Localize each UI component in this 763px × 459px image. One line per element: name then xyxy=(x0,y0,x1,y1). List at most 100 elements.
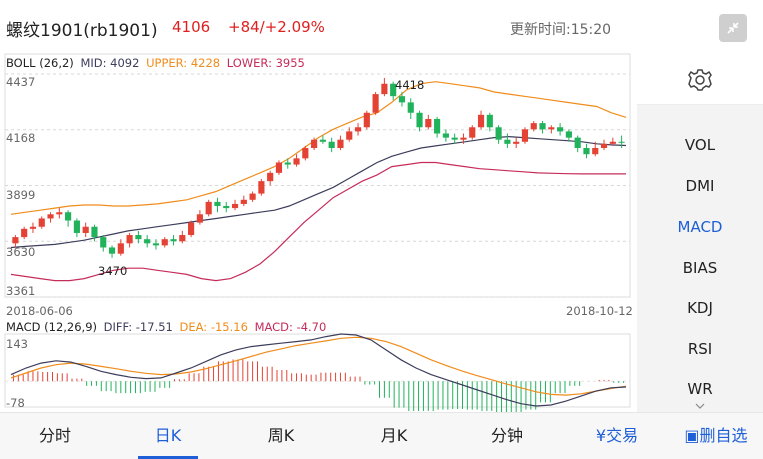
candle-body xyxy=(56,212,63,215)
candle-body xyxy=(486,114,493,128)
candle-body xyxy=(214,201,221,207)
indicator-macd[interactable]: MACD xyxy=(677,218,723,236)
candle-body xyxy=(21,228,28,238)
candle-body xyxy=(469,127,476,138)
indicator-sidebar: VOL DMI MACD BIAS KDJ RSI WR xyxy=(637,56,763,412)
y-tick-label: 3361 xyxy=(6,284,36,298)
candle-body xyxy=(311,139,318,148)
diff-line xyxy=(10,333,627,407)
candle-body xyxy=(179,235,186,242)
candle-body xyxy=(346,131,353,140)
trade-button[interactable]: ¥交易 xyxy=(582,413,652,459)
y-tick-label: 3899 xyxy=(6,188,36,202)
boll-legend: BOLL (26,2) MID: 4092 UPPER: 4228 LOWER:… xyxy=(6,56,305,70)
indicator-kdj[interactable]: KDJ xyxy=(687,299,713,317)
candle-body xyxy=(205,201,212,215)
candle-body xyxy=(170,239,177,242)
date-start: 2018-06-06 xyxy=(6,304,73,318)
tab-monthly-k[interactable]: 月K xyxy=(380,426,408,445)
candle-body xyxy=(565,131,572,138)
candle-body xyxy=(592,147,599,155)
candle-body xyxy=(231,203,239,209)
candle-body xyxy=(600,143,608,148)
candle-body xyxy=(240,199,247,204)
candle-body xyxy=(302,147,309,159)
candle-body xyxy=(451,137,458,140)
indicator-vol[interactable]: VOL xyxy=(684,136,716,154)
macd-legend: MACD (12,26,9) DIFF: -17.51 DEA: -15.16 … xyxy=(6,320,326,334)
upper-value: UPPER: 4228 xyxy=(146,56,221,70)
remove-watchlist-button[interactable]: ▣删自选 xyxy=(672,413,760,459)
last-price: 4106 xyxy=(172,18,211,36)
tab-intraday[interactable]: 分时 xyxy=(38,426,71,445)
diff-value: DIFF: -17.51 xyxy=(103,320,173,334)
candle-body xyxy=(530,123,537,130)
indicator-dmi[interactable]: DMI xyxy=(685,177,715,195)
macd-y-max: 143 xyxy=(6,337,28,351)
indicator-bias[interactable]: BIAS xyxy=(682,259,718,277)
kline-chart[interactable] xyxy=(0,52,637,412)
candle-body xyxy=(100,237,107,248)
indicator-wr[interactable]: WR xyxy=(687,380,713,398)
candle-body xyxy=(126,235,133,244)
tab-weekly-k[interactable]: 周K xyxy=(267,426,295,445)
candle-body xyxy=(381,83,388,95)
dea-value: DEA: -15.16 xyxy=(179,320,248,334)
candle-body xyxy=(337,139,344,148)
candle-body xyxy=(442,133,449,138)
candle-body xyxy=(609,141,616,144)
candle-body xyxy=(29,226,37,229)
candle-body xyxy=(258,181,265,194)
macd-frame xyxy=(4,333,631,408)
candle-body xyxy=(144,239,151,244)
candle-body xyxy=(513,141,520,144)
candle-body xyxy=(65,212,72,221)
candle-body xyxy=(434,118,441,134)
indicator-rsi[interactable]: RSI xyxy=(687,340,713,358)
candle-body xyxy=(267,172,274,182)
tab-minute[interactable]: 分钟 xyxy=(490,426,523,445)
y-tick-label: 4168 xyxy=(6,131,36,145)
low-annotation: 3470 xyxy=(98,264,128,278)
candle-body xyxy=(161,239,168,246)
date-end: 2018-10-12 xyxy=(566,304,633,318)
remove-watchlist-icon: ▣ xyxy=(684,426,700,445)
candle-body xyxy=(390,83,397,97)
candle-body xyxy=(284,162,291,165)
trade-label: 交易 xyxy=(606,426,639,445)
candle-body xyxy=(425,118,432,128)
scroll-down-chevron-icon[interactable] xyxy=(637,402,763,410)
candle-body xyxy=(152,243,160,246)
period-tabbar: 分时 日K 周K 月K 分钟 ¥交易 ▣删自选 xyxy=(0,412,763,459)
macd-value: MACD: -4.70 xyxy=(254,320,327,334)
macd-name: MACD xyxy=(6,320,41,334)
settings-button[interactable] xyxy=(637,56,763,105)
boll-lower-line xyxy=(10,161,626,282)
candle-body xyxy=(47,214,54,219)
instrument-title: 螺纹1901(rb1901) xyxy=(6,21,158,41)
candle-body xyxy=(495,127,502,140)
lower-value: LOWER: 3955 xyxy=(226,56,305,70)
high-annotation: 4418 xyxy=(395,78,425,92)
tab-daily-k[interactable]: 日K xyxy=(154,426,182,445)
fullscreen-toggle-button[interactable] xyxy=(719,14,747,42)
remove-watchlist-label: 删自选 xyxy=(699,426,748,445)
candle-body xyxy=(73,220,80,233)
candle-body xyxy=(293,158,300,165)
candle-body xyxy=(363,112,370,128)
candle-body xyxy=(135,235,142,240)
mid-value: MID: 4092 xyxy=(80,56,140,70)
candle-body xyxy=(38,218,45,227)
candle-body xyxy=(354,127,362,132)
candle-body xyxy=(539,123,546,130)
candle-body xyxy=(398,96,406,103)
quote-header: 螺纹1901(rb1901) 4106 +84/+2.09% 更新时间:15:2… xyxy=(0,0,763,52)
candle-body xyxy=(223,206,230,209)
macd-y-min: -78 xyxy=(6,396,25,410)
candle-body xyxy=(275,162,283,173)
candle-body xyxy=(12,237,19,244)
candle-body xyxy=(249,193,256,200)
boll-params: (26,2) xyxy=(39,56,74,70)
candle-body xyxy=(477,114,485,128)
candle-body xyxy=(91,226,98,238)
